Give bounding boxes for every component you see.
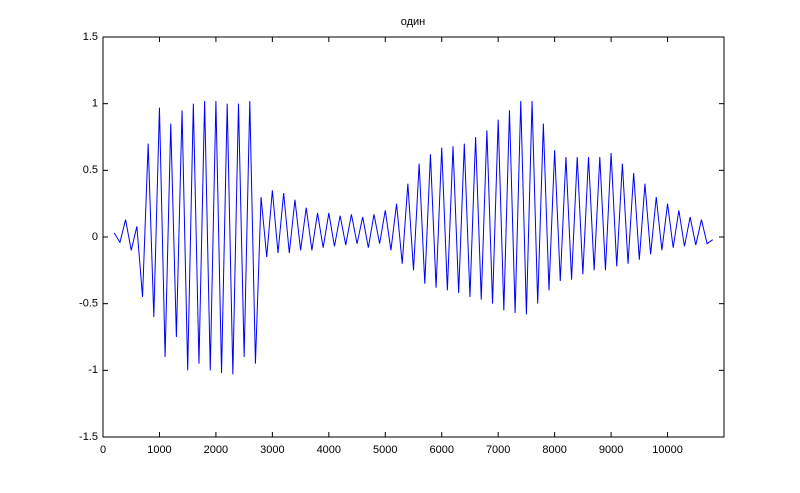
y-tick-label: 0	[92, 231, 98, 243]
x-tick-label: 6000	[429, 444, 453, 456]
x-tick-label: 7000	[486, 444, 510, 456]
x-tick-label: 1000	[147, 444, 171, 456]
x-tick-label: 4000	[317, 444, 341, 456]
x-tick-label: 2000	[204, 444, 228, 456]
y-tick-label: 1.5	[83, 31, 98, 43]
y-tick-label: -1	[88, 364, 98, 376]
y-tick-label: -0.5	[79, 298, 98, 310]
x-tick-label: 10000	[652, 444, 683, 456]
x-tick-label: 8000	[542, 444, 566, 456]
x-tick-label: 5000	[373, 444, 397, 456]
x-tick-label: 3000	[260, 444, 284, 456]
chart-title: один	[401, 16, 426, 28]
y-tick-label: 0.5	[83, 164, 98, 176]
x-tick-label: 0	[100, 444, 106, 456]
y-tick-label: 1	[92, 98, 98, 110]
x-tick-label: 9000	[599, 444, 623, 456]
y-tick-label: -1.5	[79, 431, 98, 443]
waveform	[113, 100, 713, 375]
